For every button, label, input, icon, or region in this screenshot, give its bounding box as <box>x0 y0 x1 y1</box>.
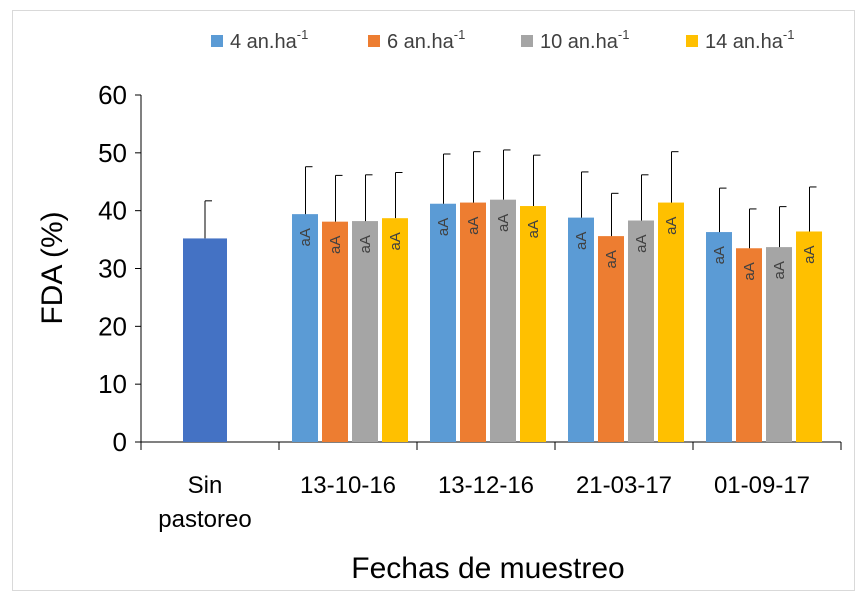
bar-data-label: aA <box>663 217 680 235</box>
bar-data-label: aA <box>387 232 404 250</box>
x-category-label: 13-12-16 <box>438 472 534 499</box>
bar <box>736 248 762 442</box>
bar-sin-pastoreo <box>183 238 227 442</box>
legend-swatch <box>211 35 223 47</box>
x-axis-title: Fechas de muestreo <box>351 552 624 585</box>
legend-label: 6 an.ha-1 <box>387 27 465 53</box>
y-tick-label: 60 <box>98 80 127 110</box>
bar <box>796 231 822 442</box>
bar <box>706 232 732 442</box>
bar-data-label: aA <box>603 250 620 268</box>
bar <box>292 214 318 442</box>
bar-data-label: aA <box>711 246 728 264</box>
x-category-label: pastoreo <box>158 506 251 533</box>
bar <box>322 221 348 442</box>
legend-swatch <box>521 35 533 47</box>
bar-data-label: aA <box>435 218 452 236</box>
bar <box>520 206 546 442</box>
bar <box>628 220 654 442</box>
bar-data-label: aA <box>633 234 650 252</box>
legend-label: 4 an.ha-1 <box>230 27 308 53</box>
bar-data-label: aA <box>465 217 482 235</box>
bar-data-label: aA <box>327 236 344 254</box>
x-category-label: Sin <box>188 472 223 499</box>
legend-swatch <box>368 35 380 47</box>
bar <box>766 247 792 442</box>
y-tick-label: 30 <box>98 254 127 284</box>
bar-data-label: aA <box>357 235 374 253</box>
bar-data-label: aA <box>525 220 542 238</box>
legend-label: 14 an.ha-1 <box>705 27 794 53</box>
bar-data-label: aA <box>297 228 314 246</box>
y-tick-label: 20 <box>98 311 127 341</box>
bar-data-label: aA <box>771 261 788 279</box>
y-tick-label: 0 <box>113 427 127 457</box>
bar <box>382 218 408 442</box>
bar-data-label: aA <box>495 214 512 232</box>
x-category-label: 13-10-16 <box>300 472 396 499</box>
x-category-label: 01-09-17 <box>714 472 810 499</box>
y-tick-label: 10 <box>98 369 127 399</box>
y-axis-title: FDA (%) <box>36 211 69 324</box>
chart-container: 0 10 20 30 40 50 60 Sin pastoreo aA aA aA aA 13-10-16… <box>12 10 855 591</box>
y-tick-label: 50 <box>98 138 127 168</box>
y-tick-label: 40 <box>98 196 127 226</box>
legend-label: 10 an.ha-1 <box>540 27 629 53</box>
bar <box>658 202 684 442</box>
x-category-label: 21-03-17 <box>576 472 672 499</box>
legend-swatch <box>686 35 698 47</box>
bar-data-label: aA <box>741 262 758 280</box>
bar <box>430 203 456 442</box>
bar <box>460 202 486 442</box>
bar-chart: 0 10 20 30 40 50 60 Sin pastoreo aA aA aA aA 13-10-16… <box>36 27 842 585</box>
bar <box>352 221 378 442</box>
bar <box>490 199 516 442</box>
bar <box>598 236 624 442</box>
bar-data-label: aA <box>801 245 818 263</box>
bar-data-label: aA <box>573 232 590 250</box>
bar <box>568 217 594 442</box>
